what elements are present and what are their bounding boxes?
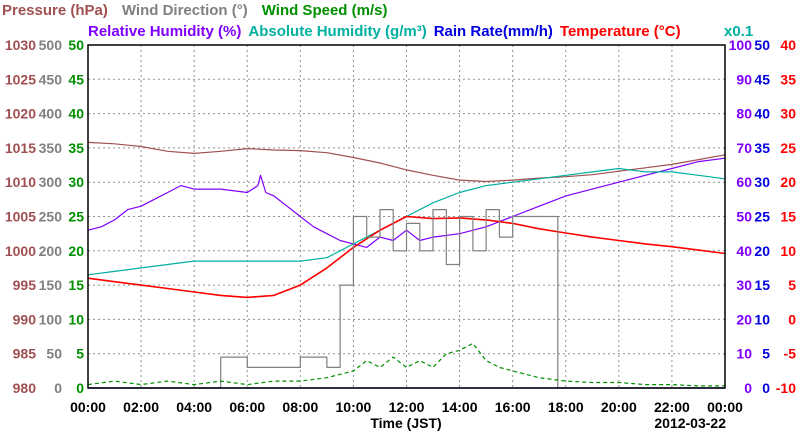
y-tick-label-left-2: 400	[39, 106, 63, 122]
y-tick-label-right-2: 50	[754, 37, 770, 53]
y-tick-label-left-1: 1020	[5, 106, 36, 122]
y-tick-label-left-2: 200	[39, 243, 63, 259]
header-legend-1: Relative Humidity (%)	[88, 23, 241, 40]
y-tick-label-right-2: 30	[754, 174, 770, 190]
y-tick-label-right-1: 90	[736, 71, 752, 87]
x-tick-label: 14:00	[442, 399, 478, 415]
y-tick-label-left-3: 50	[68, 37, 84, 53]
y-tick-label-right-2: 40	[754, 106, 770, 122]
y-tick-label-right-3: 5	[788, 277, 796, 293]
y-tick-label-right-1: 0	[744, 380, 752, 396]
y-tick-label-left-1: 985	[13, 346, 37, 362]
y-tick-label-right-3: 10	[780, 243, 796, 259]
y-tick-label-left-2: 50	[46, 346, 62, 362]
y-tick-label-left-1: 1025	[5, 71, 36, 87]
y-tick-label-left-2: 350	[39, 140, 63, 156]
y-tick-label-right-3: 20	[780, 174, 796, 190]
x-tick-label: 00:00	[70, 399, 106, 415]
x-tick-label: 04:00	[176, 399, 212, 415]
y-tick-label-left-3: 30	[68, 174, 84, 190]
y-tick-label-left-3: 5	[76, 346, 84, 362]
header-legend-3: Rain Rate(mm/h)	[434, 23, 553, 40]
y-tick-label-left-2: 150	[39, 277, 63, 293]
y-tick-label-right-1: 50	[736, 209, 752, 225]
y-tick-label-left-3: 20	[68, 243, 84, 259]
y-tick-label-right-2: 10	[754, 311, 770, 327]
y-tick-label-right-2: 25	[754, 209, 770, 225]
y-tick-label-right-3: 25	[780, 140, 796, 156]
y-tick-label-left-1: 1000	[5, 243, 36, 259]
y-tick-label-right-3: -5	[784, 346, 797, 362]
header-legend-4: Temperature (°C)	[560, 23, 681, 40]
y-tick-label-left-2: 0	[54, 380, 62, 396]
x-tick-label: 06:00	[229, 399, 265, 415]
x-tick-label: 08:00	[282, 399, 318, 415]
y-tick-label-left-3: 0	[76, 380, 84, 396]
x-tick-label: 02:00	[123, 399, 159, 415]
y-tick-label-left-1: 1005	[5, 209, 36, 225]
x-tick-label: 22:00	[654, 399, 690, 415]
y-tick-label-left-1: 990	[13, 311, 37, 327]
series-line-4	[87, 215, 726, 299]
y-tick-label-right-2: 0	[762, 380, 770, 396]
y-tick-label-right-1: 60	[736, 174, 752, 190]
y-tick-label-right-2: 20	[754, 243, 770, 259]
series-line-5	[88, 209, 725, 389]
y-tick-label-right-1: 20	[736, 311, 752, 327]
y-tick-label-left-2: 300	[39, 174, 63, 190]
y-tick-label-left-1: 1010	[5, 174, 36, 190]
x-tick-label: 20:00	[601, 399, 637, 415]
y-tick-label-right-3: 0	[788, 311, 796, 327]
y-tick-label-right-1: 30	[736, 277, 752, 293]
y-tick-label-left-3: 25	[68, 209, 84, 225]
y-tick-label-left-1: 995	[13, 277, 37, 293]
y-tick-label-left-3: 10	[68, 311, 84, 327]
series-line-1	[87, 141, 726, 183]
y-tick-label-left-1: 980	[13, 380, 37, 396]
y-tick-label-right-1: 40	[736, 243, 752, 259]
series-line-2	[87, 157, 726, 248]
header-title-2: Wind Direction (°)	[122, 2, 248, 19]
y-tick-label-right-1: 70	[736, 140, 752, 156]
y-tick-label-right-2: 15	[754, 277, 770, 293]
y-tick-label-right-2: 35	[754, 140, 770, 156]
plot-frame	[87, 44, 726, 389]
y-tick-label-left-1: 1015	[5, 140, 36, 156]
y-tick-label-left-3: 40	[68, 106, 84, 122]
y-tick-label-right-3: 35	[780, 71, 796, 87]
y-tick-label-left-3: 45	[68, 71, 84, 87]
y-tick-label-left-2: 100	[39, 311, 63, 327]
y-tick-label-left-2: 450	[39, 71, 63, 87]
header-title-1: Pressure (hPa)	[2, 2, 108, 19]
y-tick-label-right-1: 10	[736, 346, 752, 362]
y-tick-label-left-1: 1030	[5, 37, 36, 53]
date-label: 2012-03-22	[654, 415, 726, 431]
y-tick-label-right-3: 15	[780, 209, 796, 225]
y-tick-label-right-2: 5	[762, 346, 770, 362]
x-tick-label: 00:00	[707, 399, 743, 415]
y-tick-label-left-3: 15	[68, 277, 84, 293]
x-tick-label: 12:00	[389, 399, 425, 415]
header-title-3: Wind Speed (m/s)	[262, 2, 388, 19]
y-tick-label-right-1: 80	[736, 106, 752, 122]
x-axis-label: Time (JST)	[370, 415, 441, 431]
abs-humidity-scale-note: x0.1	[724, 23, 753, 40]
y-tick-label-right-3: 40	[780, 37, 796, 53]
y-tick-label-left-2: 500	[39, 37, 63, 53]
x-tick-label: 18:00	[548, 399, 584, 415]
y-tick-label-right-3: 30	[780, 106, 796, 122]
y-tick-label-right-3: -10	[776, 380, 796, 396]
x-tick-label: 16:00	[495, 399, 531, 415]
header-legend-2: Absolute Humidity (g/m³)	[248, 23, 426, 40]
y-tick-label-left-2: 250	[39, 209, 63, 225]
y-tick-label-left-3: 35	[68, 140, 84, 156]
y-tick-label-right-2: 45	[754, 71, 770, 87]
y-tick-label-right-1: 100	[729, 37, 753, 53]
series-line-6	[87, 342, 725, 387]
x-tick-label: 10:00	[336, 399, 372, 415]
